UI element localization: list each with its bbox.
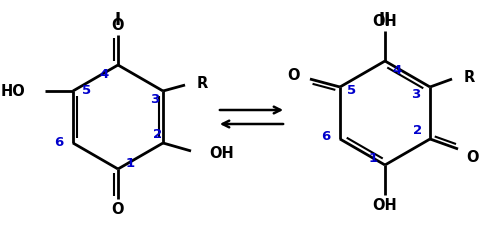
- Text: O: O: [112, 18, 124, 33]
- Text: O: O: [466, 150, 478, 165]
- Text: O: O: [112, 202, 124, 216]
- Text: OH: OH: [372, 14, 398, 29]
- Text: 5: 5: [348, 83, 356, 96]
- Text: R: R: [464, 69, 475, 84]
- Text: O: O: [288, 68, 300, 83]
- Text: R: R: [197, 75, 208, 90]
- Text: 5: 5: [82, 83, 92, 96]
- Text: HO: HO: [0, 84, 25, 99]
- Text: I: I: [115, 11, 121, 29]
- Text: 2: 2: [414, 123, 422, 136]
- Text: 4: 4: [100, 67, 108, 80]
- Text: 4: 4: [392, 63, 402, 76]
- Text: OH: OH: [372, 198, 398, 213]
- Text: 1: 1: [126, 157, 134, 170]
- Text: 6: 6: [54, 135, 64, 148]
- Text: 1: 1: [368, 151, 378, 164]
- Text: 3: 3: [412, 87, 420, 100]
- Text: 3: 3: [150, 93, 160, 106]
- Text: II: II: [379, 11, 391, 29]
- Text: 6: 6: [322, 129, 330, 142]
- Text: OH: OH: [209, 146, 234, 161]
- Text: 2: 2: [154, 127, 162, 140]
